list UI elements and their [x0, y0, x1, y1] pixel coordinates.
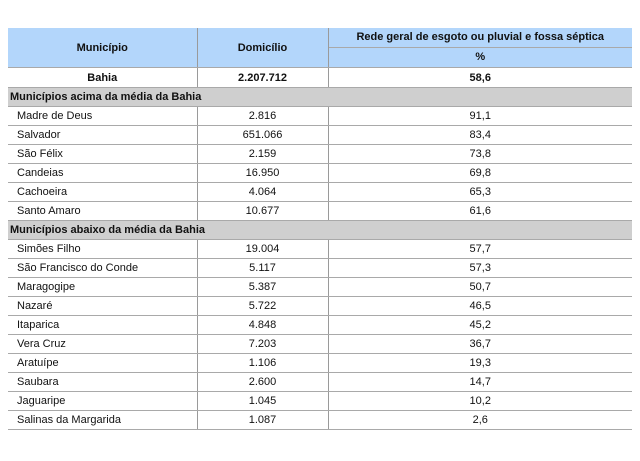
- municipio-name: Vera Cruz: [8, 334, 198, 354]
- percent-value: 57,7: [328, 239, 632, 259]
- percent-value: 57,3: [328, 258, 632, 278]
- municipio-name: Candeias: [8, 163, 198, 183]
- table-row: Jaguaripe 1.045 10,2: [8, 391, 632, 411]
- table-row: Cachoeira 4.064 65,3: [8, 182, 632, 202]
- domicilio-value: 5.722: [197, 296, 329, 316]
- sanitation-table: Município Domicílio Rede geral de esgoto…: [8, 28, 632, 430]
- table-row: Aratuípe 1.106 19,3: [8, 353, 632, 373]
- table-row: Simões Filho 19.004 57,7: [8, 239, 632, 259]
- municipio-name: Nazaré: [8, 296, 198, 316]
- domicilio-value: 19.004: [197, 239, 329, 259]
- domicilio-value: 2.159: [197, 144, 329, 164]
- domicilio-value: 1.087: [197, 410, 329, 430]
- domicilio-value: 2.816: [197, 106, 329, 126]
- percent-value: 50,7: [328, 277, 632, 297]
- municipio-name: Salvador: [8, 125, 198, 145]
- percent-value: 45,2: [328, 315, 632, 335]
- municipio-name: Santo Amaro: [8, 201, 198, 221]
- percent-value: 14,7: [328, 372, 632, 392]
- header-domicilio: Domicílio: [197, 28, 329, 68]
- table-row: Madre de Deus 2.816 91,1: [8, 106, 632, 126]
- table-row: Saubara 2.600 14,7: [8, 372, 632, 392]
- section-title: Municípios acima da média da Bahia: [8, 87, 632, 107]
- municipio-name: São Francisco do Conde: [8, 258, 198, 278]
- domicilio-value: 4.064: [197, 182, 329, 202]
- percent-value: 73,8: [328, 144, 632, 164]
- header-unit: %: [328, 47, 632, 68]
- percent-value: 65,3: [328, 182, 632, 202]
- table-row: Vera Cruz 7.203 36,7: [8, 334, 632, 354]
- municipio-name: Maragogipe: [8, 277, 198, 297]
- municipio-name: Cachoeira: [8, 182, 198, 202]
- percent-value: 46,5: [328, 296, 632, 316]
- table-row: Itaparica 4.848 45,2: [8, 315, 632, 335]
- domicilio-value: 16.950: [197, 163, 329, 183]
- municipio-name: Itaparica: [8, 315, 198, 335]
- percent-value: 61,6: [328, 201, 632, 221]
- section-row: Municípios abaixo da média da Bahia: [8, 220, 632, 240]
- section-row: Municípios acima da média da Bahia: [8, 87, 632, 107]
- percent-value: 10,2: [328, 391, 632, 411]
- total-domicilio: 2.207.712: [197, 67, 329, 88]
- domicilio-value: 1.045: [197, 391, 329, 411]
- domicilio-value: 5.117: [197, 258, 329, 278]
- percent-value: 91,1: [328, 106, 632, 126]
- domicilio-value: 5.387: [197, 277, 329, 297]
- percent-value: 69,8: [328, 163, 632, 183]
- header-municipio: Município: [8, 28, 198, 68]
- total-name: Bahia: [8, 67, 198, 88]
- table-row: Nazaré 5.722 46,5: [8, 296, 632, 316]
- municipio-name: Simões Filho: [8, 239, 198, 259]
- section-title: Municípios abaixo da média da Bahia: [8, 220, 632, 240]
- municipio-name: Madre de Deus: [8, 106, 198, 126]
- table-row: Santo Amaro 10.677 61,6: [8, 201, 632, 221]
- table-row: São Francisco do Conde 5.117 57,3: [8, 258, 632, 278]
- domicilio-value: 1.106: [197, 353, 329, 373]
- percent-value: 2,6: [328, 410, 632, 430]
- domicilio-value: 7.203: [197, 334, 329, 354]
- table-row: Maragogipe 5.387 50,7: [8, 277, 632, 297]
- percent-value: 83,4: [328, 125, 632, 145]
- table-row: Candeias 16.950 69,8: [8, 163, 632, 183]
- percent-value: 19,3: [328, 353, 632, 373]
- header-indicator: Rede geral de esgoto ou pluvial e fossa …: [328, 28, 632, 48]
- municipio-name: Jaguaripe: [8, 391, 198, 411]
- table-row: Salvador 651.066 83,4: [8, 125, 632, 145]
- domicilio-value: 2.600: [197, 372, 329, 392]
- municipio-name: São Félix: [8, 144, 198, 164]
- domicilio-value: 4.848: [197, 315, 329, 335]
- municipio-name: Salinas da Margarida: [8, 410, 198, 430]
- table-row: Salinas da Margarida 1.087 2,6: [8, 410, 632, 430]
- total-percent: 58,6: [328, 67, 632, 88]
- percent-value: 36,7: [328, 334, 632, 354]
- domicilio-value: 651.066: [197, 125, 329, 145]
- domicilio-value: 10.677: [197, 201, 329, 221]
- table-row: São Félix 2.159 73,8: [8, 144, 632, 164]
- municipio-name: Aratuípe: [8, 353, 198, 373]
- total-row: Bahia 2.207.712 58,6: [8, 67, 632, 88]
- municipio-name: Saubara: [8, 372, 198, 392]
